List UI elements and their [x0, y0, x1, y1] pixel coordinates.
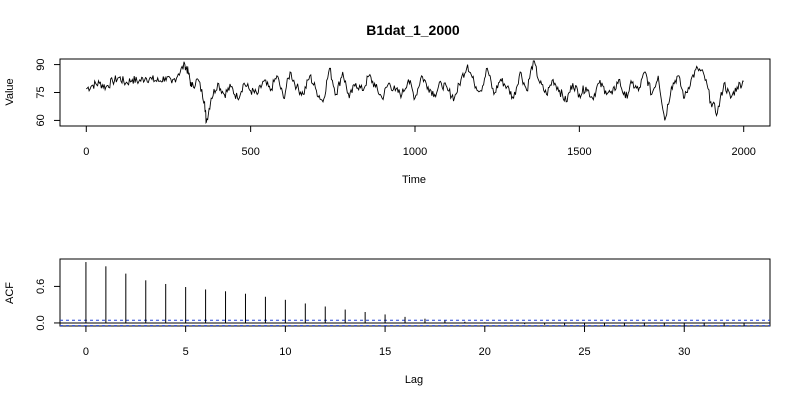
time-series-x-axis: 0 500 1000 1500 2000 [83, 126, 756, 158]
time-series-y-tick-label: 90 [35, 58, 47, 70]
acf-y-label: ACF [4, 282, 16, 304]
acf-x-tick-label: 30 [678, 346, 690, 358]
time-series-x-tick-label: 2000 [731, 146, 755, 158]
time-series-y-tick-label: 60 [35, 114, 47, 126]
acf-y-tick-label: 0.0 [35, 315, 47, 330]
time-series-x-tick-label: 0 [83, 146, 89, 158]
acf-x-tick-label: 20 [479, 346, 491, 358]
time-series-line [86, 60, 744, 125]
acf-y-axis: 0.0 0.6 [35, 279, 60, 331]
acf-x-tick-label: 10 [279, 346, 291, 358]
acf-x-tick-label: 25 [578, 346, 590, 358]
time-series-plot-frame [59, 58, 771, 127]
time-series-y-tick-label: 75 [35, 86, 47, 98]
chart-title: B1dat_1_2000 [366, 22, 460, 38]
acf-bars [85, 262, 745, 326]
time-series-x-tick-label: 500 [241, 146, 259, 158]
acf-panel: 0 5 10 15 20 25 30 0.0 0.6 Lag ACF [4, 258, 771, 386]
time-series-x-label: Time [402, 174, 426, 186]
acf-x-label: Lag [405, 374, 423, 386]
acf-x-tick-label: 5 [183, 346, 189, 358]
time-series-y-label: Value [4, 78, 16, 105]
time-series-y-axis: 60 75 90 [35, 58, 60, 127]
time-series-x-tick-label: 1500 [567, 146, 591, 158]
time-series-x-tick-label: 1000 [403, 146, 427, 158]
acf-y-tick-label: 0.6 [35, 279, 47, 294]
acf-x-axis: 0 5 10 15 20 25 30 [83, 326, 690, 358]
acf-confidence-bounds [60, 319, 770, 327]
time-series-panel: 0 500 1000 1500 2000 60 75 90 Time Value [4, 58, 771, 186]
acf-plot-frame [59, 258, 771, 327]
acf-x-tick-label: 0 [83, 346, 89, 358]
acf-x-tick-label: 15 [379, 346, 391, 358]
